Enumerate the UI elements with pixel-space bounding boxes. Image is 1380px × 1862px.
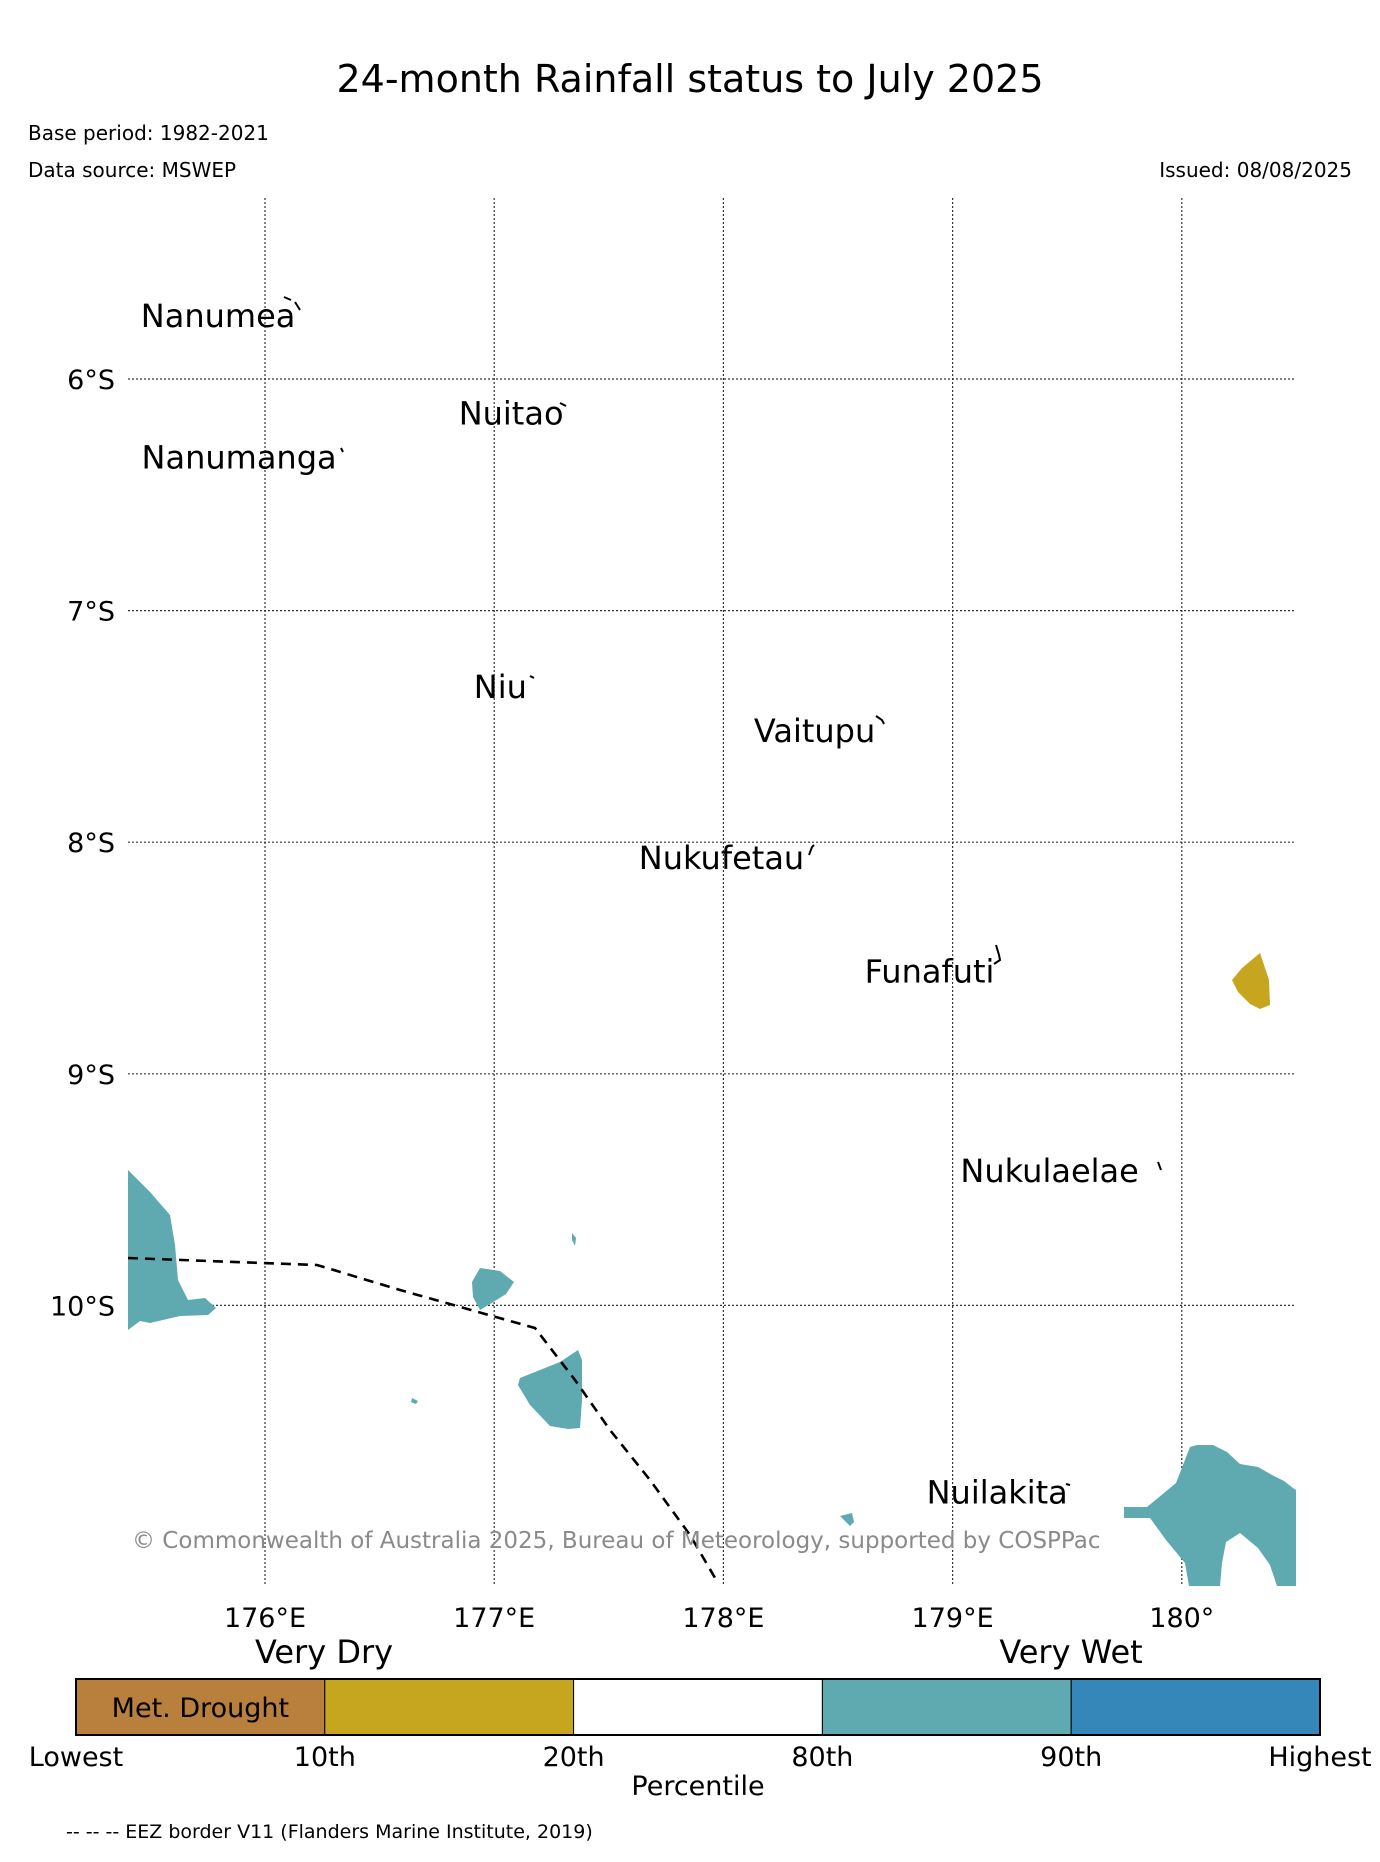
legend-tick-label: 10th	[294, 1742, 356, 1773]
copyright-notice: © Commonwealth of Australia 2025, Bureau…	[132, 1528, 1101, 1554]
island-labels: Nanumea Nuitao Nanumanga Niu Vaitupu Nukufeta…	[141, 297, 1139, 1512]
island-label-nukulaelae: Nukulaelae	[960, 1152, 1138, 1190]
base-period: Base period: 1982-2021	[28, 121, 269, 145]
island-shape-nuilakita	[1065, 1483, 1071, 1486]
island-label-funafuti: Funafuti	[865, 953, 995, 991]
island-shape-nukufetau	[808, 844, 815, 856]
eez-footnote: -- -- -- EEZ border V11 (Flanders Marine…	[66, 1821, 593, 1843]
longitude-label: 178°E	[682, 1603, 764, 1634]
gridlines	[128, 198, 1296, 1586]
legend-tick-label: Lowest	[29, 1742, 123, 1773]
legend-tick-label: 90th	[1040, 1742, 1102, 1773]
longitude-labels: 176°E 177°E 178°E 179°E 180°	[224, 1603, 1214, 1634]
island-label-nuilakita: Nuilakita	[927, 1474, 1068, 1512]
latitude-labels: 6°S 7°S 8°S 9°S 10°S	[50, 365, 115, 1322]
latitude-label: 8°S	[67, 828, 115, 859]
map-area: Nanumea Nuitao Nanumanga Niu Vaitupu Nukufeta…	[50, 198, 1296, 1634]
legend-tick-label: 80th	[791, 1742, 853, 1773]
island-shape-nanumanga	[340, 447, 344, 453]
longitude-label: 180°	[1149, 1603, 1214, 1634]
island-label-nukufetau: Nukufetau	[639, 839, 804, 877]
legend-swatch-4	[821, 1678, 1072, 1736]
island-label-nanumanga: Nanumanga	[142, 438, 337, 476]
island-label-niu: Niu	[474, 668, 527, 706]
wet-region-central-west	[472, 1268, 514, 1310]
legend-tick-label: 20th	[543, 1742, 605, 1773]
island-shape-nukulaelae	[1157, 1161, 1162, 1171]
latitude-label: 10°S	[50, 1291, 115, 1322]
legend-swatch-5	[1070, 1678, 1321, 1736]
latitude-label: 7°S	[67, 597, 115, 628]
legend-swatch-1	[75, 1678, 326, 1736]
island-label-nuitao: Nuitao	[459, 394, 564, 432]
data-source: Data source: MSWEP	[28, 158, 236, 182]
island-shape-nuitao	[559, 402, 567, 407]
wet-region-west	[128, 1170, 216, 1330]
legend-swatch-3	[573, 1678, 823, 1736]
wet-region-small-north	[572, 1233, 576, 1246]
legend-tick-labels: Lowest 10th 20th 80th 90th Highest	[29, 1742, 1372, 1773]
legend-header-very-dry: Very Dry	[255, 1633, 393, 1671]
latitude-label: 9°S	[67, 1060, 115, 1091]
island-outlines	[283, 296, 1162, 1486]
eez-border	[127, 1256, 720, 1584]
legend-colorbar: Met. Drought	[75, 1678, 1321, 1736]
island-label-nanumea: Nanumea	[141, 297, 296, 335]
legend-swatch-2	[324, 1678, 575, 1736]
longitude-label: 179°E	[912, 1603, 994, 1634]
wet-region-tiny-islet	[411, 1398, 418, 1404]
legend-tick-label: Highest	[1268, 1742, 1371, 1773]
latitude-label: 6°S	[67, 365, 115, 396]
island-shape-vaitupu	[875, 715, 885, 725]
rainfall-regions	[128, 953, 1296, 1586]
legend-header-very-wet: Very Wet	[999, 1633, 1142, 1671]
map-title: 24-month Rainfall status to July 2025	[336, 57, 1043, 101]
issued-date: Issued: 08/08/2025	[1159, 158, 1352, 182]
island-shape-funafuti	[993, 944, 1002, 965]
legend-category-label: Met. Drought	[112, 1693, 289, 1724]
legend-axis-title: Percentile	[631, 1771, 764, 1802]
longitude-label: 176°E	[224, 1603, 306, 1634]
dry-region-east	[1232, 953, 1270, 1009]
wet-region-southeast	[1124, 1445, 1296, 1586]
longitude-label: 177°E	[453, 1603, 535, 1634]
island-shape-nanumea	[283, 296, 301, 311]
legend-frame	[75, 1678, 1321, 1736]
wet-region-central	[518, 1350, 582, 1429]
island-label-vaitupu: Vaitupu	[754, 712, 875, 750]
wet-region-small-south	[840, 1513, 854, 1526]
island-shape-niu	[529, 675, 535, 679]
legend: Very Dry Very Wet Met. Drought Lowest 10t…	[29, 1633, 1372, 1802]
